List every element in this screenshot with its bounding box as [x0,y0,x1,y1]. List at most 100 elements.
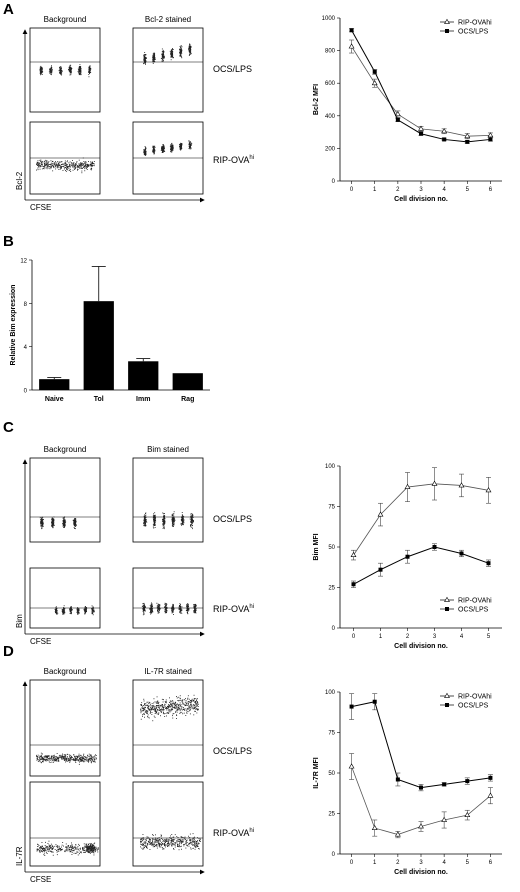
y-axis-title: Relative Bim expression [10,285,17,366]
data-point [486,561,491,566]
y-tick-label: 0 [332,179,336,185]
flow-dot-cloud [54,605,95,616]
y-tick-label: 400 [325,114,336,120]
x-axis-title: Cell division no. [394,643,448,650]
data-point [394,110,401,117]
x-tick-label: 5 [466,860,470,866]
y-tick-label: 0 [332,852,336,858]
data-point [348,43,355,49]
data-point [377,511,384,517]
x-tick-label: 3 [433,634,437,640]
y-tick-label: 50 [328,771,335,777]
panel-letter-d: D [3,643,14,660]
x-tick-label: 0 [350,187,354,193]
x-axis-title: Cell division no. [394,196,448,203]
y-tick-label: 0 [24,389,28,395]
data-point [485,487,492,493]
y-tick-label: 0 [332,626,336,632]
flow-plot-d-r2c2 [132,781,204,867]
flow-row-label-ocs-d: OCS/LPS [213,746,252,756]
flow-x-axis-label-a: CFSE [30,203,51,212]
flow-plot-d-r1c1 [29,679,101,777]
panel-letter-c: C [3,419,14,436]
data-point [419,785,423,790]
legend-entry: OCS/LPS [458,607,489,614]
data-point [488,775,493,780]
x-tick-label: 1 [373,187,377,193]
flow-dot-cloud [36,157,95,174]
x-tick-label: 6 [489,187,493,193]
data-point [348,763,355,769]
flow-col-label-stained-d: IL-7R stained [144,667,192,676]
legend-entry: RIP-OVAhi [458,20,492,27]
legend-entry: OCS/LPS [458,703,489,710]
flow-col-label-background-d: Background [44,667,87,676]
x-axis-title: Cell division no. [394,869,448,876]
y-axis-title: IL-7R MFI [313,757,320,789]
data-point [487,132,494,138]
legend-entry: RIP-OVAhi [458,598,492,605]
flow-dot-cloud [143,43,192,65]
y-tick-label: 100 [325,464,336,470]
data-point [395,117,400,122]
x-tick-label: 3 [419,860,423,866]
legend-entry: OCS/LPS [458,29,489,36]
flow-col-label-stained-a: Bcl-2 stained [145,15,191,24]
y-tick-label: 600 [325,81,336,87]
legend-marker [445,607,449,611]
data-point [442,782,447,787]
x-tick-label: 0 [350,860,354,866]
legend-marker [444,18,450,24]
y-tick-label: 12 [20,259,27,265]
data-point [432,545,437,549]
line-chart-il7r: 0 25 50 75 100 0 1 2 3 4 5 6 Cell division no. IL-7R … [313,690,502,876]
flow-plot-a-r1c1 [29,27,101,113]
x-tick-label: 2 [406,634,410,640]
data-point [419,131,423,136]
flow-dot-cloud [36,752,97,765]
y-tick-label: 75 [328,505,335,511]
x-tick-label: 6 [489,860,493,866]
flow-row-label-rip-d: RIP-OVAhi [213,828,254,838]
data-point [464,132,471,139]
flow-col-label-background-c: Background [44,445,87,454]
flow-y-axis-label-c: Bim [15,614,24,628]
flow-plot-a-r1c2 [132,27,204,113]
flow-grid-d: Background IL-7R stained OCS/LPS RIP-OVA… [15,667,254,884]
data-point [418,823,424,829]
series-line [351,46,491,137]
x-tick-label: 5 [466,187,470,193]
data-point [378,567,383,572]
flow-dot-cloud [86,843,95,856]
y-axis-title: Bcl-2 MFI [313,84,320,115]
y-tick-label: 75 [328,731,335,737]
data-point [371,824,378,830]
data-point [465,139,470,144]
y-tick-label: 100 [325,690,336,696]
flow-dot-cloud [143,511,194,530]
flow-dot-cloud [39,516,77,530]
x-tick-label: 2 [396,860,400,866]
series-line [353,483,489,556]
series-line [351,701,491,789]
data-point [488,137,493,142]
x-tick-label: Rag [181,396,194,403]
data-point [464,811,471,818]
flow-plot-d-r1c2 [132,679,204,777]
flow-dot-cloud [141,602,197,616]
data-point [405,554,410,559]
flow-grid-a: Background Bcl-2 stained OCS/LPS RIP-OVA… [15,15,254,212]
y-tick-label: 25 [328,812,335,818]
data-point [442,137,447,142]
data-point [371,79,378,86]
bar [128,361,159,390]
data-point [394,831,401,837]
line-chart-bim: 0 25 50 75 100 0 1 2 3 4 5 Cell division no. Bim MFI… [313,464,502,650]
flow-plot-d-r2c1 [29,781,101,867]
y-tick-label: 50 [328,545,335,551]
x-tick-label: 3 [419,187,423,193]
series-line [353,546,489,585]
x-tick-label: 4 [442,187,446,193]
x-tick-label: 5 [487,634,491,640]
